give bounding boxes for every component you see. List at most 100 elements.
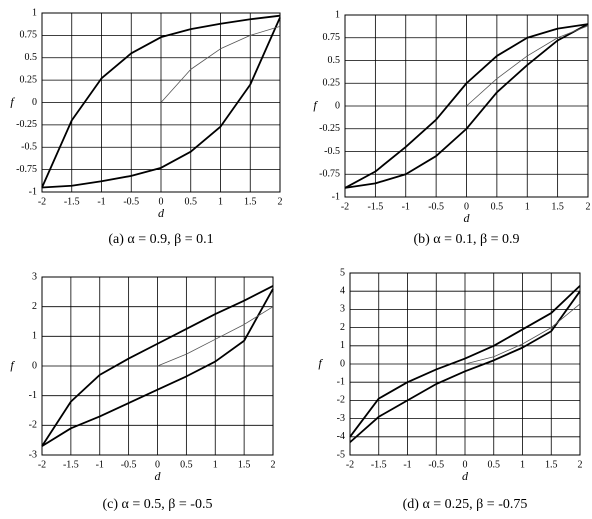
y-tick-label: -0.25 [16,119,37,130]
y-tick-label: 0 [32,97,37,108]
caption: (d) α = 0.25, β = -0.75 [403,497,528,512]
x-tick-label: 0.5 [180,459,193,470]
x-tick-label: -1.5 [63,459,79,470]
x-tick-label: -0.5 [123,196,139,207]
x-tick-label: 0.5 [491,201,504,212]
x-tick-label: 0 [159,196,164,207]
y-tick-label: -3 [29,449,37,460]
plot-frame [41,12,281,193]
x-tick-label: -2 [341,201,349,212]
x-tick-label: 1 [218,196,223,207]
hysteresis-curve [344,23,589,189]
y-tick-label: 0 [32,360,37,371]
y-tick-label: -0.5 [21,142,37,153]
hysteresis-curve [41,14,281,188]
plot-frame [41,276,274,456]
x-axis-label: d [462,469,469,483]
x-tick-label: -2 [38,459,46,470]
hysteresis-curve [41,288,274,447]
y-tick-label: -1 [337,376,345,387]
x-tick-label: -0.5 [428,459,444,470]
x-tick-label: -1.5 [367,201,383,212]
x-tick-label: 1 [520,459,525,470]
x-tick-label: 0 [464,201,469,212]
hysteresis-curve [41,17,281,189]
x-tick-label: 1.5 [244,196,257,207]
hysteresis-curve [160,26,281,103]
y-tick-label: -0.75 [319,169,340,180]
y-tick-label: 2 [340,322,345,333]
x-tick-label: 0.5 [185,196,198,207]
hysteresis-curve [466,25,589,107]
y-axis-label: f [318,356,323,370]
y-tick-label: 1 [335,9,340,20]
x-tick-label: 1 [525,201,530,212]
caption: (a) α = 0.9, β = 0.1 [108,232,213,247]
y-tick-label: 0.5 [328,55,341,66]
y-tick-label: -5 [337,449,345,460]
y-tick-label: 2 [32,301,37,312]
y-tick-label: 0.25 [20,74,38,85]
hysteresis-curve [349,285,581,438]
plot-frame [344,14,589,198]
hysteresis-curve [344,23,589,189]
x-tick-label: -1 [97,196,105,207]
x-axis-label: d [155,469,162,483]
x-tick-label: 2 [578,459,583,470]
y-axis-label: f [10,94,15,108]
x-tick-label: 1.5 [545,459,558,470]
x-tick-label: -1 [96,459,104,470]
y-tick-label: -2 [337,395,345,406]
x-tick-label: 0 [463,459,468,470]
hysteresis-curve [349,290,581,443]
x-tick-label: -1.5 [371,459,387,470]
y-tick-label: -1 [332,191,340,202]
x-tick-label: 2 [278,196,283,207]
x-tick-label: 0 [155,459,160,470]
y-tick-label: 0.5 [25,52,38,63]
x-tick-label: -2 [38,196,46,207]
y-tick-label: -0.75 [16,164,37,175]
hysteresis-curve [157,306,274,367]
y-tick-label: 3 [340,304,345,315]
y-tick-label: -4 [337,431,345,442]
y-tick-label: 0.25 [323,78,341,89]
y-tick-label: -1 [29,186,37,197]
caption: (b) α = 0.1, β = 0.9 [413,232,519,247]
x-tick-label: 2 [586,201,591,212]
x-tick-label: 1.5 [238,459,251,470]
hysteresis-curve [41,285,274,447]
y-tick-label: 1 [32,7,37,18]
y-tick-label: 0 [340,358,345,369]
y-tick-label: 0 [335,100,340,111]
plot-frame [349,272,581,456]
caption: (c) α = 0.5, β = -0.5 [103,497,213,512]
x-tick-label: -1 [403,459,411,470]
y-tick-label: 3 [32,271,37,282]
y-tick-label: 1 [340,340,345,351]
y-axis-label: f [313,98,318,112]
y-tick-label: 4 [340,285,345,296]
x-tick-label: 2 [271,459,276,470]
y-axis-label: f [10,358,15,372]
y-tick-label: -0.5 [324,146,340,157]
x-axis-label: d [464,211,471,225]
x-tick-label: 1.5 [551,201,564,212]
y-tick-label: 0.75 [20,30,38,41]
x-tick-label: 1 [213,459,218,470]
hysteresis-curve [464,303,581,365]
y-tick-label: -2 [29,420,37,431]
x-tick-label: -2 [346,459,354,470]
x-axis-label: d [158,206,165,220]
y-tick-label: 0.75 [323,32,341,43]
x-tick-label: -0.5 [428,201,444,212]
y-tick-label: -1 [29,390,37,401]
x-tick-label: -1 [402,201,410,212]
x-tick-label: -1.5 [64,196,80,207]
x-tick-label: 0.5 [488,459,501,470]
y-tick-label: 1 [32,331,37,342]
x-tick-label: -0.5 [121,459,137,470]
y-tick-label: -0.25 [319,123,340,134]
